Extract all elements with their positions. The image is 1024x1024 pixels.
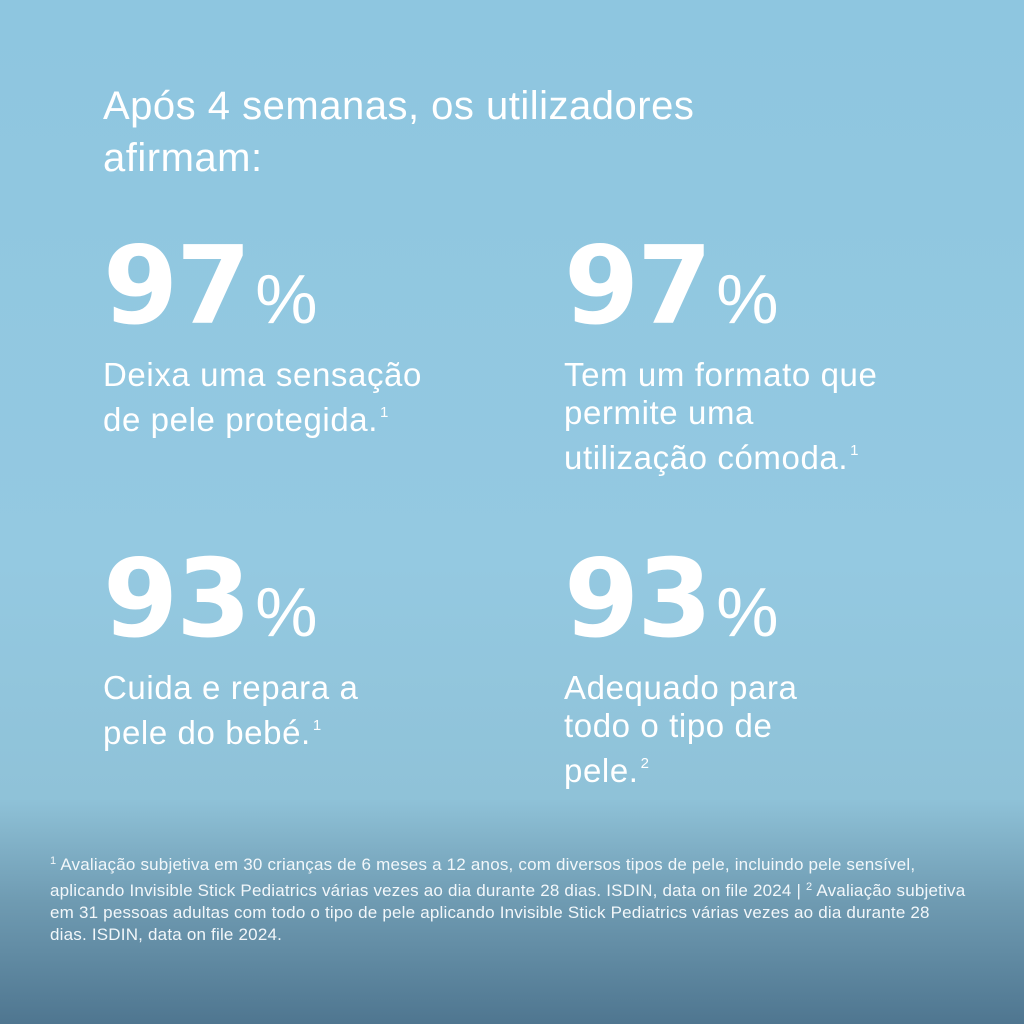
stat-value: 97 — [103, 224, 251, 349]
stat-value: 93 — [103, 537, 251, 662]
stat-value: 93 — [564, 537, 712, 662]
stat-number: 97 % — [103, 232, 523, 342]
stat-number: 93 % — [103, 545, 523, 655]
stat-percent-sign: % — [716, 573, 779, 651]
footnote-ref: 1 — [312, 717, 322, 734]
footnote-text: Avaliação subjetiva em 31 pessoas adulta… — [50, 881, 966, 944]
stat-label-text: Cuida e repara a pele do bebé. — [103, 669, 359, 751]
stat-value: 97 — [564, 224, 712, 349]
footnote-mark: 1 — [50, 855, 57, 867]
stat-protected-skin: 97 % Deixa uma sensação de pele protegid… — [103, 232, 523, 439]
stat-label: Adequado para todo o tipo de pele. 2 — [564, 669, 844, 790]
stat-label-text: Deixa uma sensação de pele protegida. — [103, 356, 422, 438]
headline: Após 4 semanas, os utilizadores afirmam: — [103, 84, 695, 180]
footnote: 1 Avaliação subjetiva em 30 crianças de … — [50, 850, 970, 946]
stat-care-repair: 93 % Cuida e repara a pele do bebé. 1 — [103, 545, 523, 752]
stat-all-skin-types: 93 % Adequado para todo o tipo de pele. 2 — [564, 545, 984, 790]
stat-number: 97 % — [564, 232, 984, 342]
stat-label-text: Adequado para todo o tipo de pele. — [564, 669, 798, 789]
footnote-ref: 1 — [380, 404, 389, 421]
stat-label-text: Tem um formato que permite uma utilizaçã… — [564, 356, 878, 476]
stat-percent-sign: % — [716, 260, 779, 338]
stat-label: Tem um formato que permite uma utilizaçã… — [564, 356, 894, 477]
stat-percent-sign: % — [255, 260, 318, 338]
footnote-mark: 2 — [806, 881, 813, 893]
footnote-ref: 2 — [640, 755, 650, 772]
stat-label: Cuida e repara a pele do bebé. 1 — [103, 669, 403, 752]
stat-label: Deixa uma sensação de pele protegida. 1 — [103, 356, 453, 439]
stat-number: 93 % — [564, 545, 984, 655]
footnote-text: Avaliação subjetiva em 30 crianças de 6 … — [50, 855, 916, 900]
footnote-ref: 1 — [850, 442, 860, 459]
stat-percent-sign: % — [255, 573, 318, 651]
stat-comfortable-format: 97 % Tem um formato que permite uma util… — [564, 232, 984, 477]
